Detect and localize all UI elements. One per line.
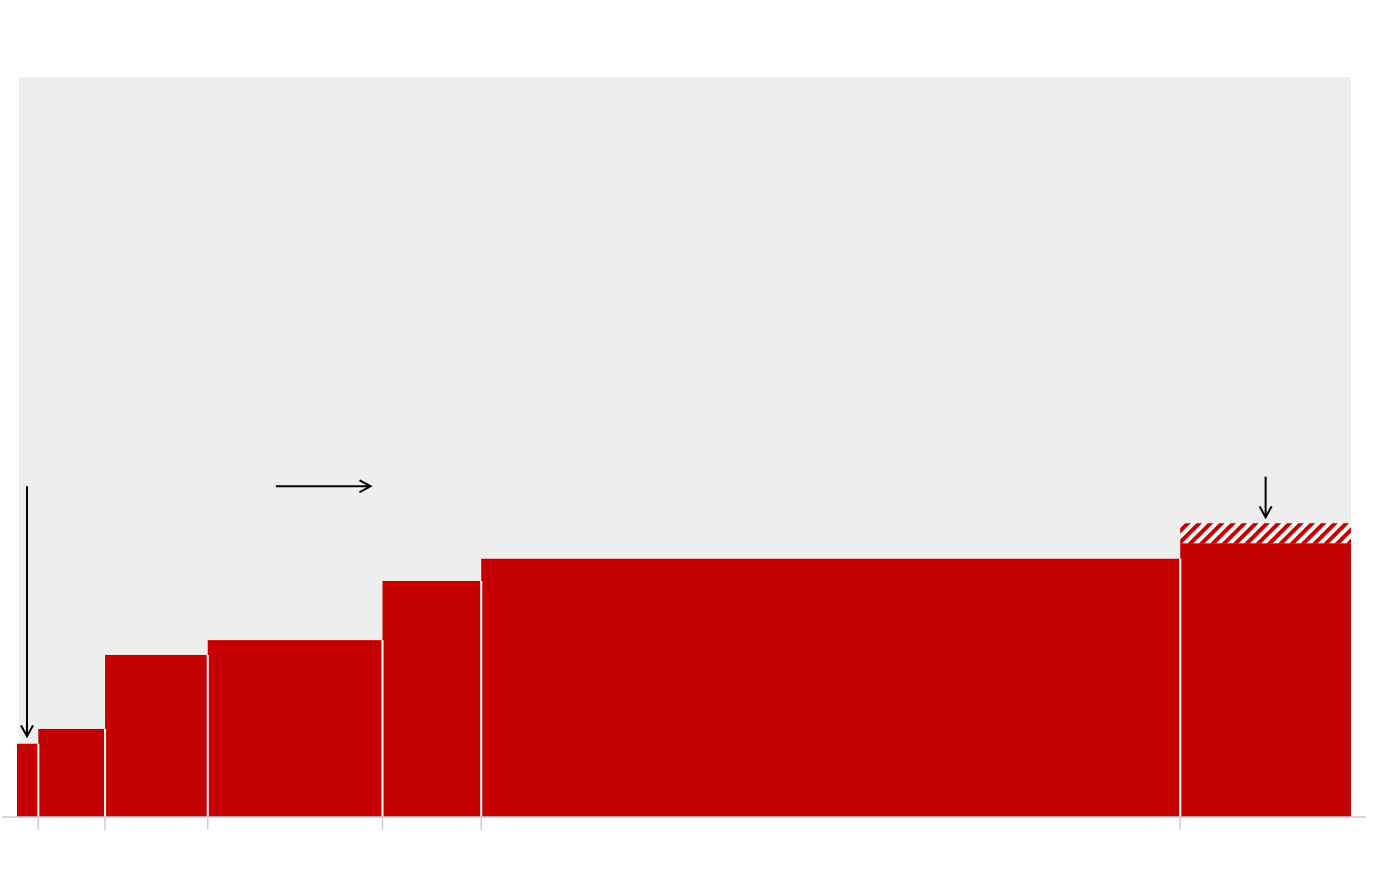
bar-segment-7-hatched-extension [1180, 523, 1351, 544]
bars-layer [17, 523, 1351, 817]
dividers-layer [37, 558, 1182, 817]
bar-segment-5 [382, 580, 482, 817]
bar-segment-6 [481, 558, 1181, 817]
bar-segment-2 [38, 728, 106, 817]
bar-segment-3 [105, 654, 208, 817]
bar-segment-4 [207, 640, 383, 817]
annotations-layer [27, 476, 1266, 737]
bar-segment-1 [17, 743, 39, 817]
ticks-layer [37, 817, 1181, 830]
bar-segment-7 [1180, 543, 1351, 817]
